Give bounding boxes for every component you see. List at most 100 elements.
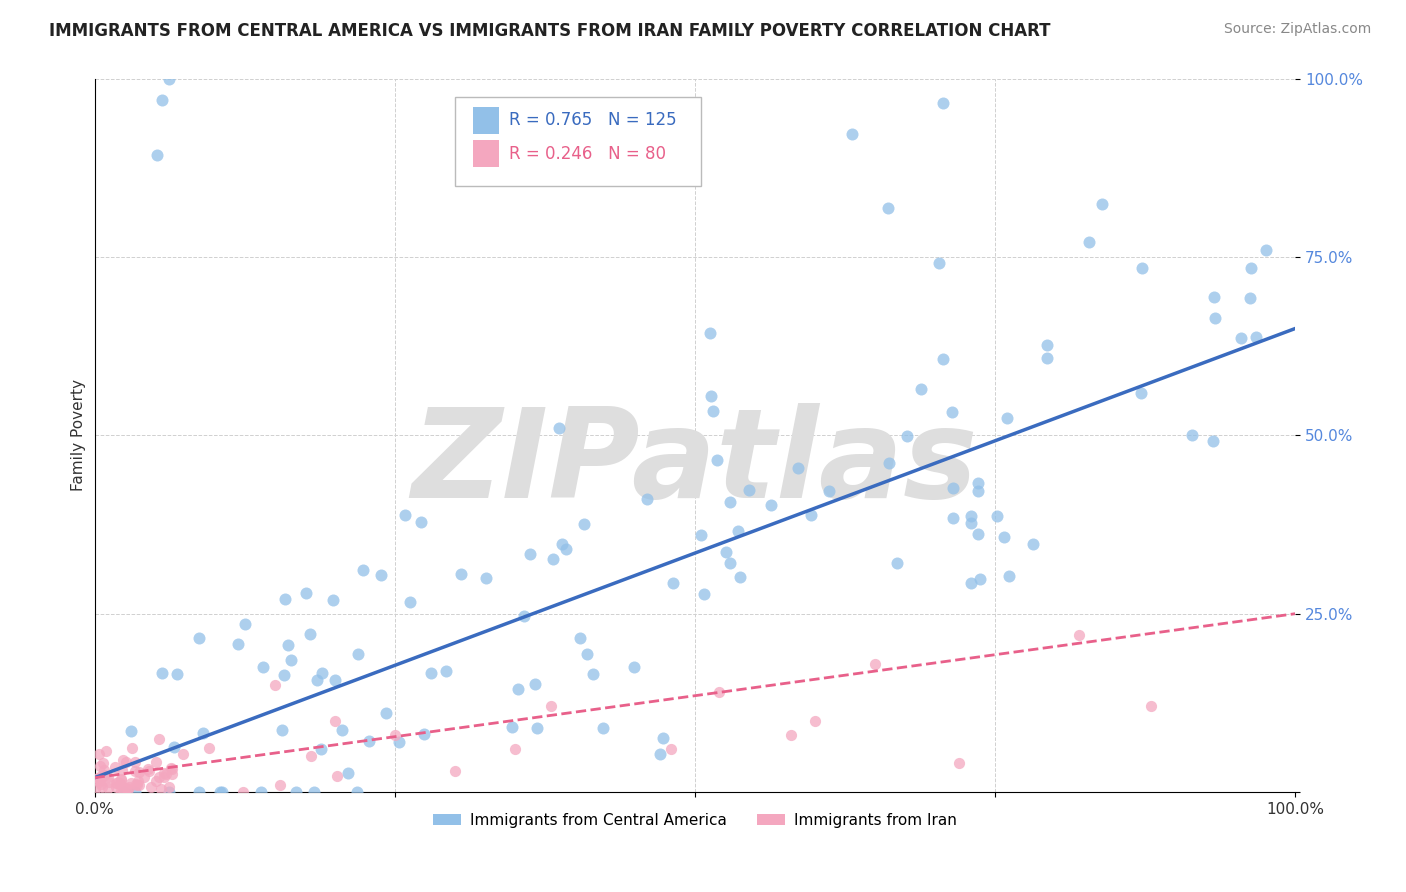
Point	[114, 755, 136, 769]
Point	[112, 782, 135, 797]
Point	[1090, 197, 1112, 211]
Point	[271, 723, 294, 738]
Point	[623, 660, 645, 674]
FancyBboxPatch shape	[454, 97, 700, 186]
Point	[1254, 244, 1277, 258]
Text: R = 0.246   N = 80: R = 0.246 N = 80	[509, 145, 666, 163]
Point	[648, 747, 671, 761]
Point	[84, 781, 107, 796]
Point	[311, 665, 333, 680]
Point	[513, 608, 536, 623]
Point	[877, 202, 900, 216]
Point	[1201, 434, 1223, 449]
Point	[208, 785, 231, 799]
Point	[148, 770, 170, 784]
Point	[136, 762, 159, 776]
Point	[706, 452, 728, 467]
Point	[800, 508, 823, 522]
FancyBboxPatch shape	[472, 107, 499, 134]
Point	[574, 517, 596, 532]
Point	[1036, 338, 1059, 352]
Point	[104, 760, 127, 774]
Point	[166, 666, 188, 681]
Point	[118, 780, 141, 795]
Point	[117, 782, 139, 797]
Point	[105, 776, 128, 790]
Point	[150, 782, 173, 797]
Point	[413, 727, 436, 741]
Point	[960, 516, 983, 531]
Point	[1130, 385, 1153, 400]
Point	[285, 785, 308, 799]
Point	[93, 764, 115, 778]
Point	[1230, 331, 1253, 345]
Point	[730, 570, 752, 584]
Point	[942, 510, 965, 524]
Point	[110, 772, 132, 787]
Point	[787, 460, 810, 475]
Point	[128, 778, 150, 792]
Point	[128, 764, 150, 779]
Point	[83, 772, 105, 786]
Point	[91, 756, 114, 771]
Point	[997, 569, 1019, 583]
Point	[370, 567, 392, 582]
Point	[941, 405, 963, 419]
Point	[325, 673, 347, 687]
Point	[419, 665, 441, 680]
Point	[388, 735, 411, 749]
Point	[160, 767, 183, 781]
Point	[124, 777, 146, 791]
FancyBboxPatch shape	[472, 140, 499, 168]
Point	[148, 731, 170, 746]
Point	[693, 586, 716, 600]
Point	[159, 761, 181, 775]
Point	[89, 773, 111, 788]
Point	[108, 776, 131, 790]
Point	[299, 627, 322, 641]
Point	[959, 576, 981, 591]
Point	[394, 508, 416, 522]
Point	[993, 530, 1015, 544]
Point	[969, 572, 991, 586]
Point	[737, 483, 759, 498]
Point	[1239, 291, 1261, 305]
Point	[1204, 290, 1226, 304]
Point	[948, 756, 970, 771]
Point	[150, 93, 173, 107]
Point	[252, 659, 274, 673]
Point	[346, 785, 368, 799]
Point	[886, 556, 908, 570]
Point	[89, 772, 111, 786]
Point	[115, 780, 138, 795]
Text: IMMIGRANTS FROM CENTRAL AMERICA VS IMMIGRANTS FROM IRAN FAMILY POVERTY CORRELATI: IMMIGRANTS FROM CENTRAL AMERICA VS IMMIG…	[49, 22, 1050, 40]
Point	[150, 666, 173, 681]
Point	[145, 774, 167, 789]
Point	[1181, 427, 1204, 442]
Point	[375, 706, 398, 721]
Point	[112, 785, 135, 799]
Point	[1036, 351, 1059, 365]
Point	[160, 762, 183, 776]
Point	[932, 352, 955, 367]
Point	[501, 720, 523, 734]
Point	[718, 494, 741, 508]
Point	[132, 770, 155, 784]
Point	[700, 389, 723, 403]
Point	[87, 774, 110, 789]
Point	[450, 567, 472, 582]
Text: R = 0.765   N = 125: R = 0.765 N = 125	[509, 112, 676, 129]
Point	[357, 733, 380, 747]
Point	[541, 551, 564, 566]
Point	[249, 785, 271, 799]
Point	[94, 744, 117, 758]
Y-axis label: Family Poverty: Family Poverty	[72, 379, 86, 491]
Point	[97, 774, 120, 789]
Point	[87, 747, 110, 761]
Point	[966, 475, 988, 490]
Point	[263, 678, 285, 692]
Legend: Immigrants from Central America, Immigrants from Iran: Immigrants from Central America, Immigra…	[427, 807, 963, 834]
Point	[280, 653, 302, 667]
Point	[592, 721, 614, 735]
Point	[232, 784, 254, 798]
